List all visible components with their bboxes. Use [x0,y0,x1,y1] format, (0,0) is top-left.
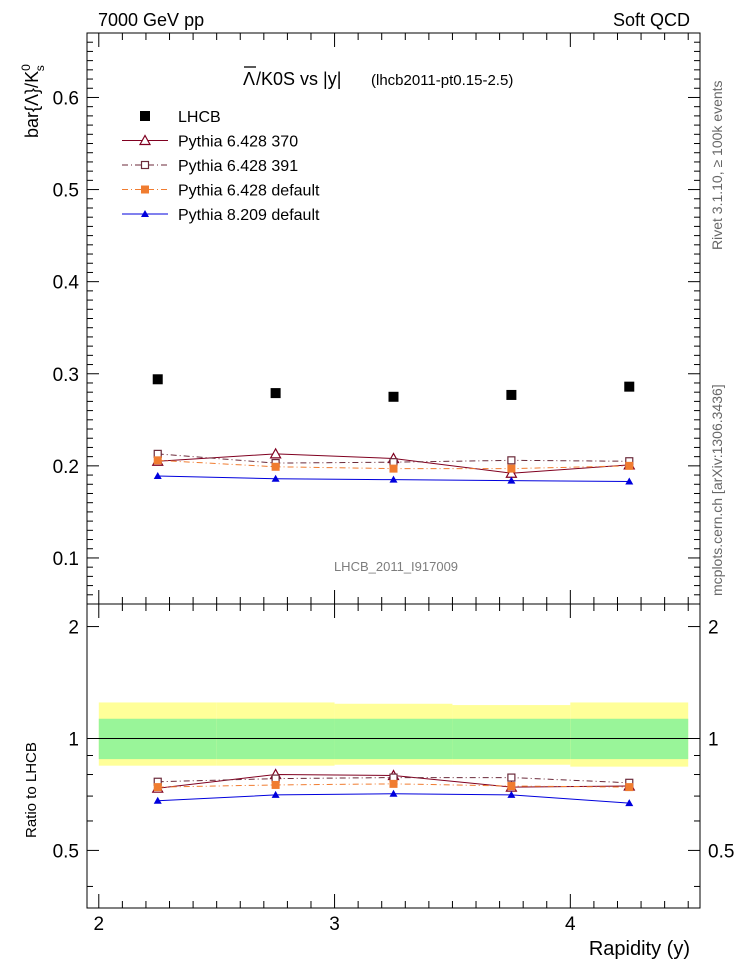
legend-item: Pythia 8.209 default [122,207,320,224]
ratio-point [271,780,280,789]
legend-label: Pythia 6.428 391 [178,158,298,175]
main-ylabel-sup: 0 [19,64,33,71]
ratio-ytick-label-right: 0.5 [708,841,734,862]
main-point [389,475,398,483]
ratio-ytick-label: 2 [68,618,79,639]
main-ytick-label: 0.3 [53,365,79,386]
main-ytick-label: 0.5 [53,181,79,202]
ratio-point [507,782,516,791]
legend-marker [140,111,150,121]
main-point [507,464,516,473]
main-panel: 0.1 0.2 0.3 0.4 0.5 0.6 [53,32,701,605]
main-point [153,456,162,465]
main-point [624,381,635,392]
ratio-series-2 [153,779,634,792]
title-main: /K0S vs |y| [256,69,341,89]
legend-item: Pythia 6.428 default [122,183,320,200]
ratio-point [389,779,398,788]
legend-marker [138,134,152,146]
main-point [507,476,516,484]
ratio-ytick-label: 1 [68,729,79,750]
main-point [625,461,634,470]
legend-item: Pythia 6.428 370 [122,134,298,151]
main-point [388,391,399,402]
ratio-point [625,783,634,792]
legend-label: LHCB [178,109,221,126]
xtick-label: 3 [329,914,340,935]
ratio-point [153,796,162,804]
legend-marker [141,210,149,217]
ratio-point [507,773,516,782]
main-ytick-label: 0.4 [53,273,80,294]
main-point [506,389,517,400]
xlabel: Rapidity (y) [589,938,690,960]
title-overline-char: Λ [243,69,255,89]
main-point [152,374,163,385]
header-left: 7000 GeV pp [98,10,204,30]
ratio-point [389,789,398,797]
xtick-label: 2 [93,914,104,935]
main-ytick-label: 0.2 [53,457,79,478]
main-ytick-label: 0.6 [53,88,79,109]
main-ytick-label: 0.1 [53,549,79,570]
main-series-4 [153,471,634,485]
analysis-watermark: LHCB_2011_I917009 [334,559,458,574]
main-ylabel-text: bar{Λ}/K [22,71,42,138]
main-point [269,447,282,459]
rivet-label: Rivet 3.1.10, ≥ 100k events [709,80,725,250]
main-point [507,456,516,465]
ratio-point [271,790,280,798]
main-point [153,471,162,479]
legend-item: LHCB [140,109,221,126]
ratio-ytick-label-right: 2 [708,618,719,639]
legend-item: Pythia 6.428 391 [122,158,298,175]
main-ylabel: bar{Λ}/K0s [19,64,47,138]
chart-title: Λ /K0S vs |y| (lhcb2011-pt0.15-2.5) [243,66,513,89]
main-point [271,474,280,482]
main-point [271,462,280,471]
legend-label: Pythia 8.209 default [178,207,320,224]
main-series-3 [153,456,634,473]
legend-label: Pythia 6.428 default [178,183,320,200]
ratio-ytick-label: 0.5 [53,841,79,862]
ratio-point [153,783,162,792]
ratio-ylabel: Ratio to LHCB [23,742,40,838]
header-right: Soft QCD [613,10,690,30]
main-point [625,477,634,485]
main-point [389,464,398,473]
main-series-0 [152,374,635,402]
ratio-series-3 [153,789,634,807]
main-point [270,388,281,399]
ratio-point [507,790,516,798]
main-ylabel-sub: s [33,65,47,71]
legend-marker [141,185,149,194]
ratio-ytick-label-right: 1 [708,729,719,750]
xtick-label: 4 [565,914,576,935]
legend: LHCB Pythia 6.428 370 Pythia 6.428 391 Pyth… [122,109,320,224]
ratio-panel: 0.5 0.5 1 1 2 2 2 3 4 [53,603,734,935]
mcplots-label: mcplots.cern.ch [arXiv:1306.3436] [709,384,725,596]
legend-marker [140,160,150,170]
legend-label: Pythia 6.428 370 [178,134,298,151]
ratio-point [625,799,634,807]
title-sub: (lhcb2011-pt0.15-2.5) [371,72,513,89]
